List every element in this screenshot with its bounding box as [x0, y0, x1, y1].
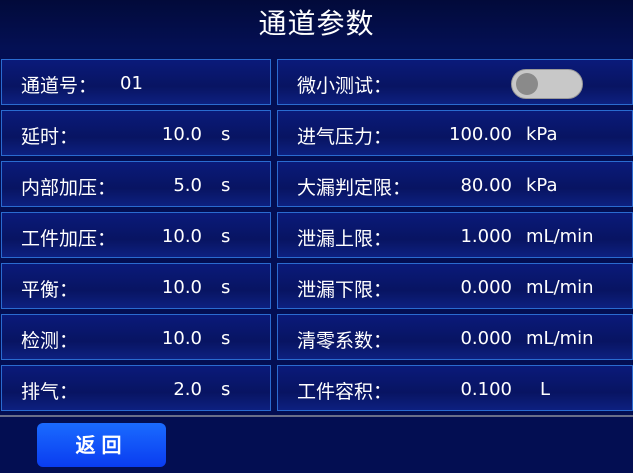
channel-number-field[interactable]: 通道号： 01 — [1, 59, 271, 105]
value[interactable]: 10.0 — [161, 226, 202, 247]
label: 泄漏下限： — [297, 279, 393, 301]
value[interactable]: 0.000 — [460, 277, 512, 298]
leak-upper-limit-field[interactable]: 泄漏上限： 1.000 mL/min — [277, 212, 633, 258]
unit: s — [221, 277, 231, 298]
back-button[interactable]: 返回 — [37, 423, 166, 467]
value[interactable]: 10.0 — [161, 124, 202, 145]
unit: s — [221, 328, 231, 349]
value[interactable]: 0.100 — [460, 379, 512, 400]
leak-lower-limit-field[interactable]: 泄漏下限： 0.000 mL/min — [277, 263, 633, 309]
large-leak-limit-field[interactable]: 大漏判定限： 80.00 kPa — [277, 161, 633, 207]
micro-test-field: 微小测试： — [277, 59, 633, 105]
unit: L — [540, 379, 551, 400]
label: 工件加压： — [21, 228, 117, 250]
label: 工件容积： — [297, 381, 393, 403]
zero-coefficient-field[interactable]: 清零系数： 0.000 mL/min — [277, 314, 633, 360]
unit: s — [221, 226, 231, 247]
value[interactable]: 2.0 — [173, 379, 202, 400]
value[interactable]: 10.0 — [161, 328, 202, 349]
unit: kPa — [526, 175, 558, 196]
divider — [0, 415, 633, 417]
label: 延时： — [21, 126, 79, 148]
unit: mL/min — [526, 226, 594, 247]
label: 通道号： — [21, 75, 98, 97]
unit: s — [221, 379, 231, 400]
workpiece-pressurize-field[interactable]: 工件加压： 10.0 s — [1, 212, 271, 258]
page-title: 通道参数 — [0, 0, 633, 50]
label: 内部加压： — [21, 177, 117, 199]
label: 泄漏上限： — [297, 228, 393, 250]
unit: mL/min — [526, 328, 594, 349]
workpiece-volume-field[interactable]: 工件容积： 0.100 L — [277, 365, 633, 411]
label: 清零系数： — [297, 330, 393, 352]
label: 排气： — [21, 381, 79, 403]
value[interactable]: 100.00 — [449, 124, 512, 145]
detect-field[interactable]: 检测： 10.0 s — [1, 314, 271, 360]
label: 大漏判定限： — [297, 177, 412, 199]
value: 01 — [120, 73, 143, 94]
label: 平衡： — [21, 279, 79, 301]
value[interactable]: 80.00 — [460, 175, 512, 196]
label: 微小测试： — [297, 75, 393, 97]
value[interactable]: 1.000 — [460, 226, 512, 247]
unit: s — [221, 124, 231, 145]
micro-test-toggle[interactable] — [511, 69, 583, 99]
exhaust-field[interactable]: 排气： 2.0 s — [1, 365, 271, 411]
value[interactable]: 10.0 — [161, 277, 202, 298]
toggle-knob — [516, 73, 538, 95]
unit: kPa — [526, 124, 558, 145]
value[interactable]: 0.000 — [460, 328, 512, 349]
delay-field[interactable]: 延时： 10.0 s — [1, 110, 271, 156]
unit: s — [221, 175, 231, 196]
internal-pressurize-field[interactable]: 内部加压： 5.0 s — [1, 161, 271, 207]
label: 检测： — [21, 330, 79, 352]
balance-field[interactable]: 平衡： 10.0 s — [1, 263, 271, 309]
unit: mL/min — [526, 277, 594, 298]
label: 进气压力： — [297, 126, 393, 148]
value[interactable]: 5.0 — [173, 175, 202, 196]
inlet-pressure-field[interactable]: 进气压力： 100.00 kPa — [277, 110, 633, 156]
